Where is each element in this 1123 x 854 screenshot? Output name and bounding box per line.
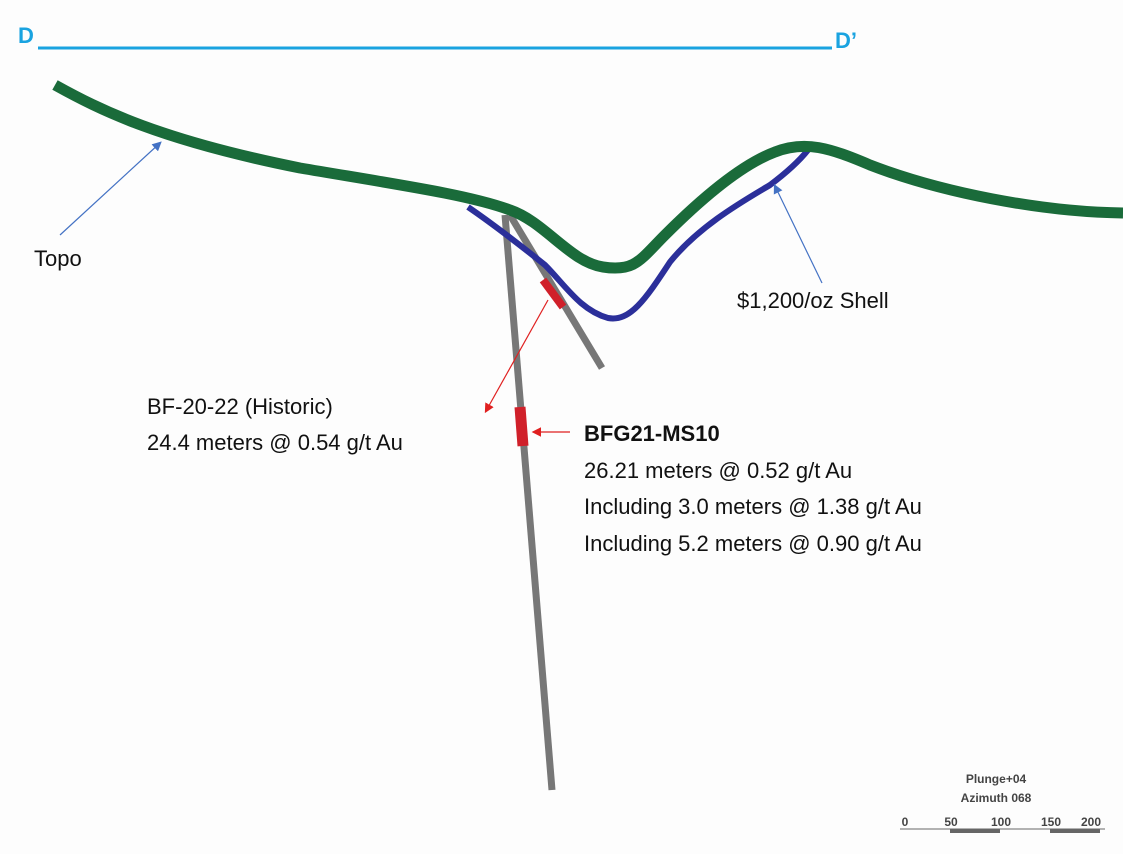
topography (52, 80, 1123, 274)
shell-label: $1,200/oz Shell (737, 288, 889, 313)
scale-bar: 0 50 100 150 200 (900, 815, 1105, 833)
azimuth: Azimuth 068 (961, 791, 1032, 805)
scale-segment (950, 829, 1000, 833)
topo-arrow (59, 141, 162, 236)
pit-shell (466, 148, 811, 322)
new-interval (514, 406, 529, 447)
scale-label: 50 (944, 815, 958, 829)
scale-label: 200 (1081, 815, 1101, 829)
scale-label: 150 (1041, 815, 1061, 829)
new-line: Including 3.0 meters @ 1.38 g/t Au (584, 494, 922, 519)
historic-arrow (484, 299, 549, 414)
historic-interval-text: 24.4 meters @ 0.54 g/t Au (147, 430, 403, 455)
scale-label: 100 (991, 815, 1011, 829)
topo-label: Topo (34, 246, 82, 271)
historic-interval (539, 277, 567, 310)
new-line: Including 5.2 meters @ 0.90 g/t Au (584, 531, 922, 556)
scale-label: 0 (902, 815, 909, 829)
new-line: 26.21 meters @ 0.52 g/t Au (584, 458, 852, 483)
section-end: D’ (835, 28, 857, 53)
historic-hole: BF-20-22 (Historic) (147, 394, 333, 419)
drill-hole-new (501, 214, 556, 791)
scale-segment (1050, 829, 1100, 833)
shell-arrow (773, 183, 823, 284)
new-hole: BFG21-MS10 (584, 421, 720, 446)
section-start: D (18, 23, 34, 48)
plunge: Plunge+04 (966, 772, 1027, 786)
